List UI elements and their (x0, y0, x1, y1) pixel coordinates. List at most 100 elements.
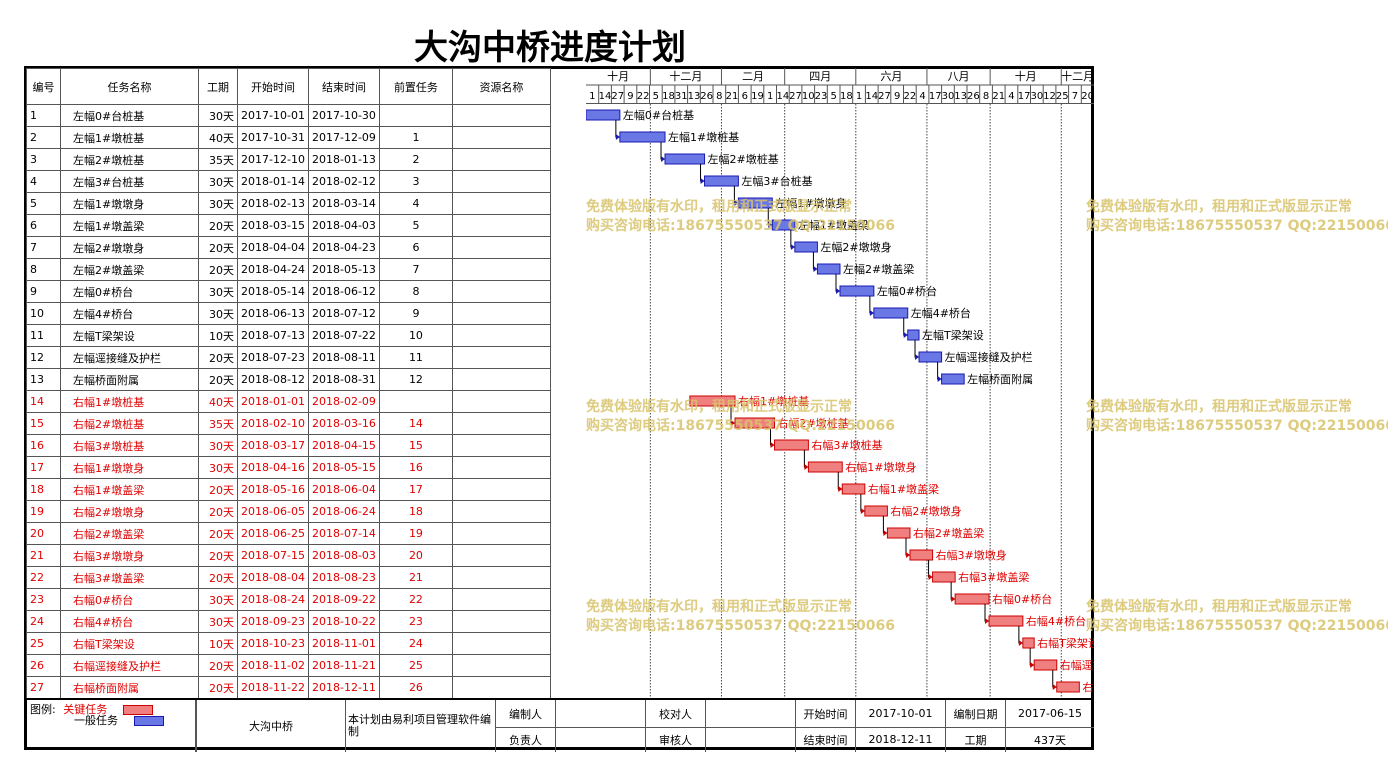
task-name: 右幅3#墩盖梁 (60, 566, 199, 589)
task-name: 左幅1#墩墩身 (60, 192, 199, 215)
project-name: 大沟中桥 (196, 700, 346, 752)
chart-frame (24, 66, 1094, 750)
task-predecessor: 19 (378, 522, 453, 545)
dependency-arrow (700, 178, 705, 184)
task-start: 2018-07-15 (237, 544, 309, 567)
task-duration: 40天 (198, 390, 238, 413)
task-bar (873, 307, 909, 319)
task-name: 右幅1#墩桩基 (60, 390, 199, 413)
end-value: 2018-12-11 (856, 727, 946, 752)
week-tick-label: 13 (954, 91, 967, 102)
task-bar (771, 219, 796, 231)
task-table-body: 1 左幅0#台桩基 30天 2017-10-01 2017-10-30 2 左幅1#墩桩基 4… (26, 104, 551, 699)
week-tick-label: 1 (767, 91, 773, 102)
task-start: 2018-05-16 (237, 478, 309, 501)
task-end: 2018-04-15 (308, 434, 380, 457)
task-bar-label: 右幅3#墩盖梁 (958, 570, 1029, 584)
task-start: 2018-11-22 (237, 676, 309, 699)
task-duration: 20天 (198, 676, 238, 699)
task-bar (1033, 659, 1058, 671)
task-resource (451, 280, 551, 303)
period-value: 437天 (1034, 733, 1066, 747)
task-id: 11 (26, 324, 61, 347)
task-bar-label: 右幅2#墩墩身 (890, 504, 961, 518)
week-tick-label: 18 (662, 91, 675, 102)
task-id: 22 (26, 566, 61, 589)
dependency-arrow (1052, 684, 1057, 690)
dependency-arrow (928, 574, 933, 580)
task-resource (451, 390, 551, 413)
task-resource (451, 170, 551, 193)
task-resource (451, 544, 551, 567)
task-end: 2018-06-12 (308, 280, 380, 303)
task-id: 27 (26, 676, 61, 699)
table-row: 6 左幅1#墩盖梁 20天 2018-03-15 2018-04-03 5 (26, 214, 551, 237)
dependency-arrow (661, 156, 666, 162)
task-id: 2 (26, 126, 61, 149)
task-predecessor: 7 (378, 258, 453, 281)
task-duration: 20天 (198, 346, 238, 369)
task-bar-label: 右幅1#墩墩身 (845, 460, 916, 474)
week-tick-label: 4 (1008, 91, 1014, 102)
dependency-arrow (883, 530, 888, 536)
task-predecessor: 6 (378, 236, 453, 259)
dependency-arrow (768, 222, 773, 228)
dependency-arrow (770, 442, 775, 448)
task-end: 2018-01-13 (308, 148, 380, 171)
task-name: 右幅2#墩盖梁 (60, 522, 199, 545)
task-resource (451, 522, 551, 545)
task-predecessor: 11 (378, 346, 453, 369)
table-row: 13 左幅桥面附属 20天 2018-08-12 2018-08-31 12 (26, 368, 551, 391)
table-row: 11 左幅T梁架设 10天 2018-07-13 2018-07-22 10 (26, 324, 551, 347)
dependency-arrow (836, 288, 840, 294)
task-start: 2018-10-23 (237, 632, 309, 655)
header-end: 结束时间 (308, 68, 380, 105)
task-end: 2018-06-24 (308, 500, 380, 523)
table-row: 8 左幅2#墩盖梁 20天 2018-04-24 2018-05-13 7 (26, 258, 551, 281)
task-id: 7 (26, 236, 61, 259)
task-end: 2018-08-03 (308, 544, 380, 567)
task-start: 2018-07-23 (237, 346, 309, 369)
task-bar (909, 549, 934, 561)
date-value: 2017-06-15 (1018, 707, 1082, 720)
table-row: 3 左幅2#墩桩基 35天 2017-12-10 2018-01-13 2 (26, 148, 551, 171)
task-duration: 10天 (198, 632, 238, 655)
task-end: 2018-07-12 (308, 302, 380, 325)
week-tick-label: 1 (589, 91, 595, 102)
task-name: 左幅2#墩墩身 (60, 236, 199, 259)
task-id: 15 (26, 412, 61, 435)
task-name: 右幅4#桥台 (60, 610, 199, 633)
task-name: 右幅3#墩墩身 (60, 544, 199, 567)
task-start: 2017-12-10 (237, 148, 309, 171)
task-name: 右幅1#墩墩身 (60, 456, 199, 479)
task-end: 2018-08-31 (308, 368, 380, 391)
task-end: 2018-07-22 (308, 324, 380, 347)
header-pred: 前置任务 (378, 68, 453, 105)
week-tick-label: 23 (815, 91, 828, 102)
task-bar (619, 131, 666, 143)
task-end: 2018-05-15 (308, 456, 380, 479)
task-start: 2018-04-24 (237, 258, 309, 281)
table-row: 27 右幅桥面附属 20天 2018-11-22 2018-12-11 26 (26, 676, 551, 699)
task-end: 2018-06-04 (308, 478, 380, 501)
task-id: 9 (26, 280, 61, 303)
table-row: 10 左幅4#桥台 30天 2018-06-13 2018-07-12 9 (26, 302, 551, 325)
week-tick-label: 20 (1081, 91, 1094, 102)
task-bar (807, 461, 843, 473)
task-resource (451, 412, 551, 435)
task-start: 2017-10-01 (237, 104, 309, 127)
task-duration: 10天 (198, 324, 238, 347)
task-resource (451, 588, 551, 611)
task-name: 左幅逕接缝及护栏 (60, 346, 199, 369)
task-bar (932, 571, 956, 583)
watermark-line2: 购买咨询电话:18675550537 QQ:22150066 (1086, 618, 1388, 634)
task-duration: 30天 (198, 302, 238, 325)
task-duration: 30天 (198, 456, 238, 479)
header-name: 任务名称 (60, 68, 199, 105)
month-label: 四月 (809, 70, 831, 83)
task-id: 19 (26, 500, 61, 523)
task-name: 左幅3#台桩基 (60, 170, 199, 193)
task-id: 14 (26, 390, 61, 413)
task-predecessor: 10 (378, 324, 453, 347)
